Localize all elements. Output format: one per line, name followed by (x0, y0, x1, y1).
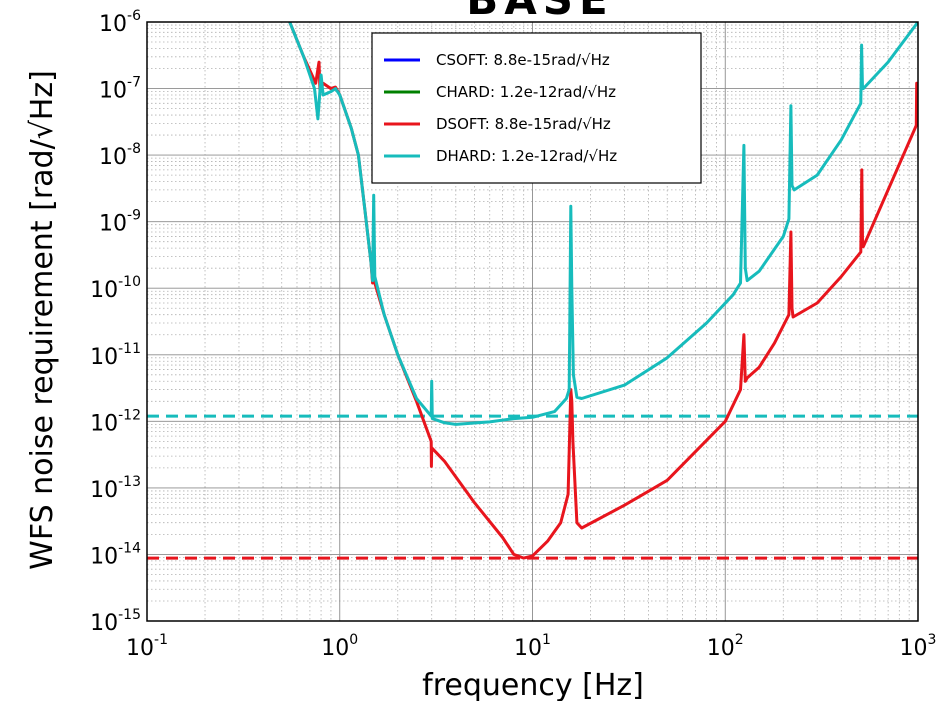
x-tick-label: 102 (707, 632, 744, 661)
y-tick-label: 10-11 (90, 341, 141, 370)
x-tick-labels: 10-1 100 101 102 103 (126, 632, 936, 661)
chart-title-fragment: BASE (466, 0, 613, 24)
legend-label-csoft: CSOFT: 8.8e-15rad/√Hz (436, 51, 610, 69)
y-tick-label: 10-10 (90, 274, 141, 303)
x-axis-label: frequency [Hz] (422, 668, 644, 701)
plot-frame (146, 21, 919, 622)
legend-label-dhard: DHARD: 1.2e-12rad/√Hz (436, 147, 617, 165)
legend-label-dsoft: DSOFT: 8.8e-15rad/√Hz (436, 115, 611, 133)
y-tick-label: 10-12 (90, 407, 141, 436)
y-tick-label: 10-15 (90, 607, 141, 636)
legend-box (371, 32, 702, 184)
series-layer (147, 22, 918, 560)
y-tick-labels: 10-15 10-14 10-13 10-12 10-11 10-10 10-9 10-8 10… (90, 8, 141, 636)
x-tick-label: 101 (514, 632, 551, 661)
y-tick-label: 10-6 (99, 8, 141, 37)
y-tick-label: 10-13 (90, 474, 141, 503)
y-tick-label: 10-9 (99, 208, 141, 237)
y-tick-label: 10-7 (99, 75, 141, 104)
legend: CSOFT: 8.8e-15rad/√Hz CHARD: 1.2e-12rad/√… (371, 32, 702, 184)
x-tick-label: 10-1 (126, 632, 168, 661)
plot-border (146, 21, 919, 622)
legend-label-chard: CHARD: 1.2e-12rad/√Hz (436, 83, 616, 101)
y-tick-label: 10-8 (99, 141, 141, 170)
y-tick-label: 10-14 (90, 540, 141, 569)
y-axis-label: WFS noise requirement [rad/√Hz] (25, 70, 60, 570)
x-tick-label: 100 (321, 632, 358, 661)
x-tick-label: 103 (900, 632, 937, 661)
series-line-dhard (288, 22, 918, 426)
